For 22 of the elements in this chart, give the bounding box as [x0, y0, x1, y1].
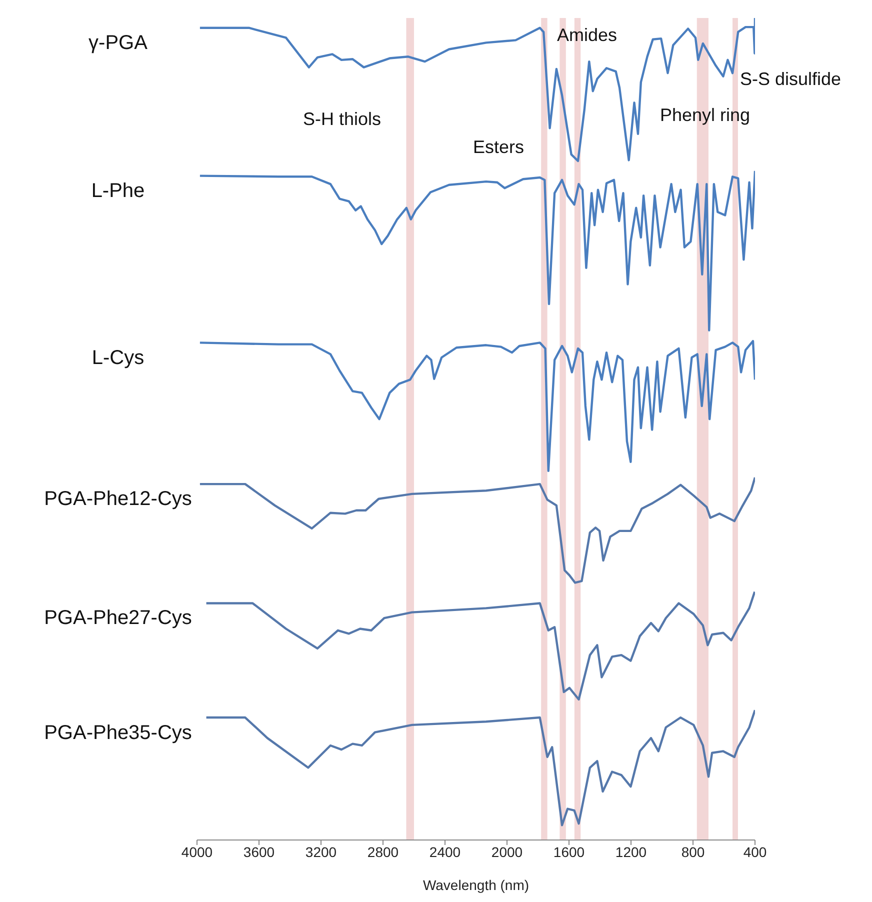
x-tick-label: 400	[743, 844, 767, 860]
text: L-Cys	[90, 346, 146, 370]
annotation: S-H thiols	[303, 109, 382, 130]
x-tick-label: 2800	[367, 844, 399, 860]
x-tick-label: 2400	[429, 844, 461, 860]
annotation: Esters	[473, 137, 524, 158]
series-label: PGA-Phe35-Cys	[43, 722, 193, 745]
x-tick-label: 4000	[181, 844, 213, 860]
series-label: PGA-Phe12-Cys	[43, 488, 193, 512]
text: γ-PGA	[88, 32, 148, 55]
annotation: S-S disulfide	[740, 69, 842, 90]
annotation: Amides	[557, 25, 618, 46]
x-axis-title: Wavelength (nm)	[422, 877, 530, 893]
x-tick-label: 800	[681, 844, 705, 860]
x-tick-label: 2000	[491, 844, 523, 860]
x-tick-label: 1200	[615, 844, 647, 860]
annotation: Phenyl ring	[660, 105, 750, 126]
x-tick-label: 3600	[243, 844, 275, 860]
x-tick-label: 3200	[305, 844, 337, 860]
x-tick-label: 1600	[553, 844, 585, 860]
series-label: PGA-Phe27-Cys	[43, 607, 193, 630]
text: L-Phe	[90, 180, 146, 203]
